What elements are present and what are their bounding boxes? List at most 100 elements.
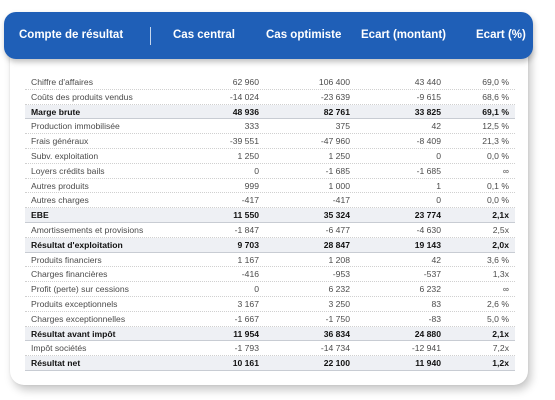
row-central: -417 — [241, 195, 259, 206]
row-optimiste: -6 477 — [325, 224, 350, 235]
row-optimiste: -1 685 — [325, 165, 350, 176]
table-header: Compte de résultat Cas central Cas optim… — [4, 12, 533, 59]
row-optimiste: -953 — [332, 269, 350, 280]
row-label: Profit (perte) sur cessions — [31, 284, 129, 295]
table-row: Produits financiers 1 167 1 208 42 3,6 % — [25, 253, 515, 268]
row-ecart: 11 940 — [415, 358, 441, 369]
row-ecart: 33 825 — [414, 106, 441, 117]
row-ecart: 0 — [436, 195, 441, 206]
row-pct: 0,0 % — [487, 150, 509, 161]
row-central: -14 024 — [229, 91, 259, 102]
row-central: 999 — [244, 180, 259, 191]
row-label: Marge brute — [31, 106, 81, 117]
row-optimiste: 6 232 — [328, 284, 350, 295]
table-row: Autres charges -417 -417 0 0,0 % — [25, 193, 515, 209]
row-pct: 21,3 % — [482, 136, 509, 147]
row-central: 333 — [244, 121, 259, 132]
row-pct: 0,0 % — [487, 195, 509, 206]
row-optimiste: 1 208 — [328, 254, 350, 265]
row-label: Produits financiers — [31, 254, 102, 265]
row-central: 9 703 — [237, 239, 259, 250]
row-pct: 68,6 % — [482, 91, 509, 102]
row-ecart: 24 880 — [414, 328, 441, 339]
row-optimiste: 106 400 — [318, 77, 350, 87]
table-total-row: Résultat avant impôt 11 954 36 834 24 880 2,… — [25, 326, 515, 342]
row-pct: 1,2x — [492, 358, 509, 369]
row-ecart: 42 — [431, 254, 441, 265]
row-central: 0 — [254, 165, 259, 176]
row-label: Subv. exploitation — [31, 150, 99, 161]
row-ecart: 19 143 — [414, 239, 441, 250]
row-pct: 2,6 % — [487, 298, 509, 309]
row-central: 3 167 — [237, 298, 259, 309]
row-central: -1 667 — [234, 313, 259, 324]
table-row: Coûts des produits vendus -14 024 -23 639 -… — [25, 90, 515, 105]
row-ecart: 43 440 — [414, 77, 441, 87]
row-optimiste: 35 324 — [323, 210, 350, 221]
table-row: Charges financières -416 -953 -537 1,3x — [25, 267, 515, 283]
row-label: Résultat avant impôt — [31, 328, 116, 339]
row-optimiste: 22 100 — [323, 358, 350, 369]
row-label: Amortissements et provisions — [31, 224, 144, 235]
row-pct: 69,0 % — [482, 77, 509, 87]
row-central: -416 — [241, 269, 259, 280]
row-pct: ∞ — [502, 165, 509, 176]
row-optimiste: -23 639 — [320, 91, 350, 102]
row-optimiste: 3 250 — [328, 298, 350, 309]
row-central: -1 793 — [234, 343, 259, 354]
row-optimiste: -14 734 — [320, 343, 350, 354]
header-col-central: Cas central — [173, 29, 236, 41]
row-ecart: -8 409 — [416, 136, 441, 147]
table-row: Frais généraux -39 551 -47 960 -8 409 21,3 % — [25, 134, 515, 149]
row-central: 1 167 — [237, 254, 259, 265]
table-row: Autres produits 999 1 000 1 0,1 % — [25, 179, 515, 194]
header-col-ecart-montant: Ecart (montant) — [361, 29, 446, 41]
table-row: Charges exceptionnelles -1 667 -1 750 -83 5,… — [25, 312, 515, 327]
row-pct: 2,1x — [492, 328, 509, 339]
row-label: Chiffre d'affaires — [31, 77, 93, 87]
table-row: Profit (perte) sur cessions 0 6 232 6 232 ∞ — [25, 282, 515, 297]
row-optimiste: -1 750 — [325, 313, 350, 324]
table-row: Amortissements et provisions -1 847 -6 477… — [25, 223, 515, 238]
row-pct: 0,1 % — [487, 180, 509, 191]
row-central: 11 550 — [233, 210, 259, 221]
row-optimiste: 1 000 — [328, 180, 350, 191]
row-label: Autres charges — [31, 195, 89, 206]
table-row: Subv. exploitation 1 250 1 250 0 0,0 % — [25, 149, 515, 164]
row-central: 0 — [254, 284, 259, 295]
table-row: Impôt sociétés -1 793 -14 734 -12 941 7,2x — [25, 341, 515, 357]
row-optimiste: -417 — [332, 195, 350, 206]
row-pct: 69,1 % — [482, 106, 509, 117]
row-optimiste: 36 834 — [323, 328, 350, 339]
row-label: Produits exceptionnels — [31, 298, 118, 309]
row-label: Frais généraux — [31, 136, 89, 147]
row-pct: ∞ — [502, 284, 509, 295]
income-statement-table: Chiffre d'affaires 62 960 106 400 43 440 69,… — [25, 75, 515, 371]
table-row: Production immobilisée 333 375 42 12,5 % — [25, 119, 515, 135]
table-row: Chiffre d'affaires 62 960 106 400 43 440 69,… — [25, 75, 515, 90]
row-central: 48 936 — [232, 106, 259, 117]
table-row: Produits exceptionnels 3 167 3 250 83 2,6 % — [25, 297, 515, 312]
row-ecart: -83 — [428, 313, 441, 324]
row-label: Résultat d'exploitation — [31, 239, 123, 250]
table-total-row: Résultat d'exploitation 9 703 28 847 19 143… — [25, 237, 515, 253]
row-pct: 2,0x — [492, 239, 509, 250]
row-ecart: 6 232 — [419, 284, 441, 295]
row-optimiste: 28 847 — [323, 239, 350, 250]
row-label: Charges financières — [31, 269, 108, 280]
row-pct: 1,3x — [492, 269, 509, 280]
row-optimiste: 375 — [335, 121, 350, 132]
row-pct: 3,6 % — [487, 254, 509, 265]
row-label: EBE — [31, 210, 49, 221]
row-label: Production immobilisée — [31, 121, 120, 132]
header-divider — [150, 27, 151, 45]
row-central: 11 954 — [233, 328, 259, 339]
row-ecart: -12 941 — [411, 343, 441, 354]
row-ecart: 83 — [431, 298, 441, 309]
row-central: 1 250 — [237, 150, 259, 161]
table-row: Loyers crédits bails 0 -1 685 -1 685 ∞ — [25, 164, 515, 179]
row-optimiste: 82 761 — [323, 106, 350, 117]
row-pct: 7,2x — [492, 343, 509, 354]
row-ecart: 0 — [436, 150, 441, 161]
row-label: Autres produits — [31, 180, 89, 191]
